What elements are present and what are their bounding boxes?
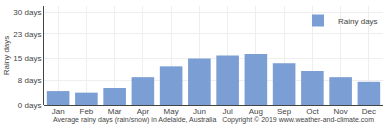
svg-text:30 days: 30 days — [13, 8, 41, 17]
svg-text:Jun: Jun — [193, 107, 206, 116]
svg-text:15 days: 15 days — [13, 54, 41, 63]
svg-text:0 days: 0 days — [18, 101, 42, 110]
svg-text:Feb: Feb — [79, 107, 93, 116]
svg-text:Mar: Mar — [108, 107, 122, 116]
svg-text:Oct: Oct — [306, 107, 319, 116]
svg-text:23 days: 23 days — [13, 30, 41, 39]
svg-text:Sep: Sep — [277, 107, 292, 116]
svg-text:Rainy days: Rainy days — [2, 36, 11, 76]
svg-text:Nov: Nov — [334, 107, 348, 116]
svg-text:Rainy days: Rainy days — [338, 17, 378, 26]
svg-text:8 days: 8 days — [18, 76, 42, 85]
svg-text:Dec: Dec — [362, 107, 376, 116]
svg-text:Jan: Jan — [52, 107, 65, 116]
svg-text:May: May — [164, 107, 179, 116]
svg-text:Aug: Aug — [249, 107, 263, 116]
svg-text:Average rainy days (rain/snow): Average rainy days (rain/snow) in Adelai… — [53, 116, 374, 124]
svg-text:Apr: Apr — [137, 107, 150, 116]
svg-text:Jul: Jul — [223, 107, 233, 116]
